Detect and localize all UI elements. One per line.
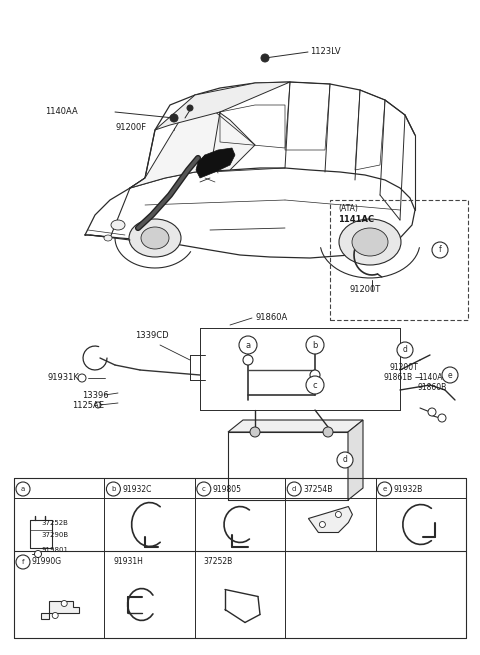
Text: c: c	[312, 381, 317, 390]
Text: 37252B: 37252B	[41, 520, 68, 526]
Circle shape	[61, 601, 67, 607]
Circle shape	[310, 370, 320, 380]
Text: 37252B: 37252B	[204, 557, 233, 567]
Circle shape	[261, 54, 269, 62]
Circle shape	[170, 114, 178, 122]
Text: d: d	[403, 345, 408, 354]
Polygon shape	[130, 95, 255, 188]
Text: 37254B: 37254B	[303, 485, 333, 493]
Text: 91932C: 91932C	[122, 485, 152, 493]
Polygon shape	[196, 148, 235, 178]
Text: —: —	[415, 373, 422, 383]
Circle shape	[197, 482, 211, 496]
Text: 91860B: 91860B	[418, 383, 447, 392]
Ellipse shape	[352, 228, 388, 256]
Circle shape	[16, 482, 30, 496]
Text: e: e	[448, 371, 452, 379]
Circle shape	[442, 367, 458, 383]
Circle shape	[306, 336, 324, 354]
Circle shape	[243, 355, 253, 365]
Circle shape	[287, 482, 301, 496]
Text: 1123LV: 1123LV	[310, 48, 341, 56]
Text: 1140AA: 1140AA	[45, 107, 78, 117]
Circle shape	[250, 427, 260, 437]
Ellipse shape	[141, 227, 169, 249]
Text: 91931K: 91931K	[48, 373, 80, 383]
Polygon shape	[41, 601, 79, 618]
Ellipse shape	[129, 219, 181, 257]
Text: 919801: 919801	[41, 547, 68, 553]
Text: d: d	[292, 486, 296, 492]
Text: c: c	[202, 486, 206, 492]
Polygon shape	[155, 82, 290, 130]
Circle shape	[336, 512, 341, 517]
Circle shape	[35, 550, 41, 557]
Text: a: a	[21, 486, 25, 492]
Circle shape	[187, 105, 193, 111]
Text: 91200F: 91200F	[115, 124, 146, 132]
Circle shape	[16, 555, 30, 569]
Bar	[330, 200, 468, 320]
Text: 91200T: 91200T	[390, 364, 419, 373]
Text: d: d	[343, 455, 348, 464]
Ellipse shape	[339, 219, 401, 265]
Text: 91200T: 91200T	[350, 286, 381, 295]
Circle shape	[319, 521, 325, 527]
Text: a: a	[245, 341, 251, 350]
Text: f: f	[439, 246, 442, 255]
Circle shape	[52, 612, 58, 618]
Text: 91860A: 91860A	[255, 314, 287, 322]
Text: 1140AH: 1140AH	[418, 373, 448, 383]
Text: b: b	[312, 341, 318, 350]
Text: 91932B: 91932B	[394, 485, 423, 493]
Text: 13396: 13396	[82, 390, 108, 400]
Ellipse shape	[111, 220, 125, 230]
Text: f: f	[22, 559, 24, 565]
Text: 919805: 919805	[213, 485, 242, 493]
Ellipse shape	[104, 235, 112, 241]
Circle shape	[95, 402, 101, 408]
Text: 1339CD: 1339CD	[135, 331, 168, 339]
Circle shape	[378, 482, 392, 496]
Text: 91990G: 91990G	[32, 557, 62, 567]
Circle shape	[337, 452, 353, 468]
Circle shape	[397, 342, 413, 358]
Circle shape	[306, 376, 324, 394]
Text: (ATA): (ATA)	[338, 204, 358, 212]
Circle shape	[239, 336, 257, 354]
Circle shape	[438, 414, 446, 422]
Text: e: e	[383, 486, 387, 492]
Polygon shape	[228, 420, 363, 432]
Circle shape	[432, 242, 448, 258]
Text: 1125AE: 1125AE	[72, 400, 104, 409]
Text: 91931H: 91931H	[113, 557, 143, 567]
Circle shape	[107, 482, 120, 496]
Text: 91861B: 91861B	[383, 373, 412, 383]
Polygon shape	[309, 506, 352, 533]
Polygon shape	[348, 420, 363, 500]
Circle shape	[428, 408, 436, 416]
Circle shape	[78, 374, 86, 382]
Text: 37290B: 37290B	[41, 532, 68, 538]
Text: b: b	[111, 486, 116, 492]
Circle shape	[323, 427, 333, 437]
Text: 1141AC: 1141AC	[338, 215, 374, 225]
